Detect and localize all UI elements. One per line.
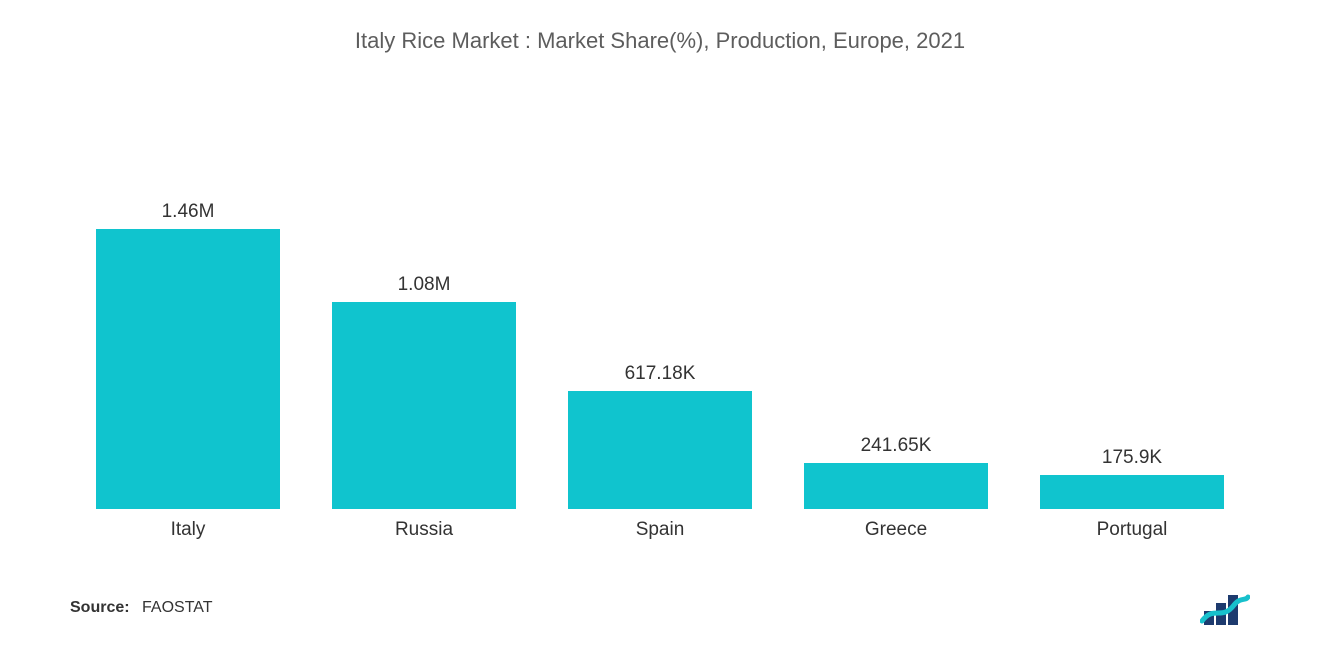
bar-column: 1.46M Italy bbox=[70, 144, 306, 541]
bar bbox=[96, 229, 280, 509]
bar-column: 175.9K Portugal bbox=[1014, 144, 1250, 541]
bar-category-label: Greece bbox=[865, 519, 927, 541]
footer: Source: FAOSTAT bbox=[60, 591, 1260, 635]
bar-value-label: 1.08M bbox=[398, 274, 451, 296]
bar bbox=[332, 302, 516, 509]
source-line: Source: FAOSTAT bbox=[70, 599, 213, 617]
bar bbox=[1040, 475, 1224, 509]
source-value: FAOSTAT bbox=[142, 599, 213, 616]
bar-column: 1.08M Russia bbox=[306, 144, 542, 541]
bar-column: 241.65K Greece bbox=[778, 144, 1014, 541]
logo-svg bbox=[1200, 591, 1250, 625]
chart-title: Italy Rice Market : Market Share(%), Pro… bbox=[60, 28, 1260, 54]
chart-container: Italy Rice Market : Market Share(%), Pro… bbox=[0, 0, 1320, 665]
bar bbox=[804, 463, 988, 509]
bar-value-label: 1.46M bbox=[162, 201, 215, 223]
bar-value-label: 241.65K bbox=[861, 435, 932, 457]
plot-area: 1.46M Italy 1.08M Russia 617.18K Spain 241.65K… bbox=[60, 64, 1260, 541]
bar-category-label: Italy bbox=[171, 519, 206, 541]
bar bbox=[568, 391, 752, 509]
bar-value-label: 617.18K bbox=[625, 363, 696, 385]
bar-category-label: Spain bbox=[636, 519, 685, 541]
bar-value-label: 175.9K bbox=[1102, 447, 1162, 469]
bar-column: 617.18K Spain bbox=[542, 144, 778, 541]
source-label: Source: bbox=[70, 599, 130, 616]
brand-logo bbox=[1200, 591, 1250, 625]
bar-category-label: Russia bbox=[395, 519, 453, 541]
bar-category-label: Portugal bbox=[1097, 519, 1168, 541]
